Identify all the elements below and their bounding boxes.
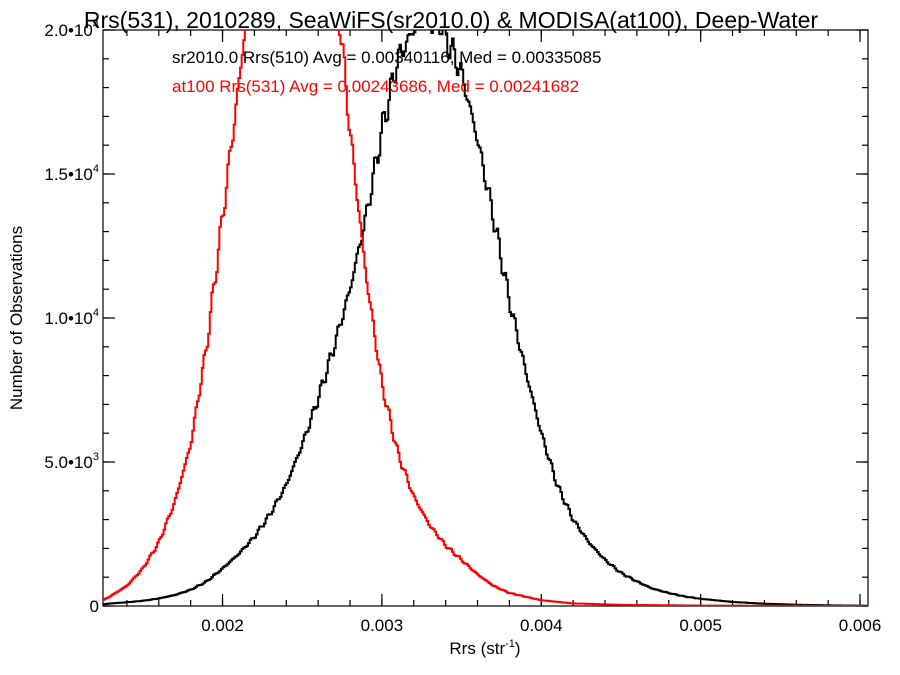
x-tick-label: 0.005 xyxy=(679,616,722,635)
x-axis-label-main: Rrs (str xyxy=(449,639,505,658)
y-tick-mantissa: 0 xyxy=(90,597,99,616)
y-tick-exponent: 4 xyxy=(93,19,99,31)
series-at100-histogram xyxy=(103,30,868,606)
chart-title: Rrs(531), 2010289, SeaWiFS(sr2010.0) & M… xyxy=(84,7,818,33)
y-tick-label: 1.0•104 xyxy=(44,307,99,328)
x-axis-label-sup: -1 xyxy=(505,638,515,650)
x-tick-label: 0.003 xyxy=(361,616,404,635)
series-sr2010-histogram xyxy=(103,30,868,606)
x-tick-label: 0.006 xyxy=(839,616,882,635)
plot-frame xyxy=(102,29,869,607)
y-tick-mantissa: 1.0•10 xyxy=(44,309,93,328)
y-tick-exponent: 4 xyxy=(93,163,99,175)
y-tick-label: 2.0•104 xyxy=(44,19,99,40)
y-tick-label: 5.0•103 xyxy=(44,451,99,472)
x-axis-label: Rrs (str-1) xyxy=(449,638,520,658)
y-tick-mantissa: 1.5•10 xyxy=(44,165,93,184)
y-tick-label: 0 xyxy=(90,597,99,616)
y-tick-exponent: 3 xyxy=(93,451,99,463)
y-axis-label: Number of Observations xyxy=(7,226,26,410)
x-tick-label: 0.004 xyxy=(520,616,563,635)
annotation-sr2010: sr2010.0 Rrs(510) Avg = 0.00340116, Med … xyxy=(172,48,601,67)
axis-ticks xyxy=(103,29,868,607)
y-tick-mantissa: 5.0•10 xyxy=(44,453,93,472)
y-tick-mantissa: 2.0•10 xyxy=(44,21,93,40)
x-tick-labels: 0.002 0.003 0.004 0.005 0.006 xyxy=(201,616,881,635)
x-axis-label-end: ) xyxy=(515,639,521,658)
annotation-at100: at100 Rrs(531) Avg = 0.00243686, Med = 0… xyxy=(172,77,579,96)
x-tick-label: 0.002 xyxy=(201,616,244,635)
y-tick-label: 1.5•104 xyxy=(44,163,99,184)
y-tick-exponent: 4 xyxy=(93,307,99,319)
